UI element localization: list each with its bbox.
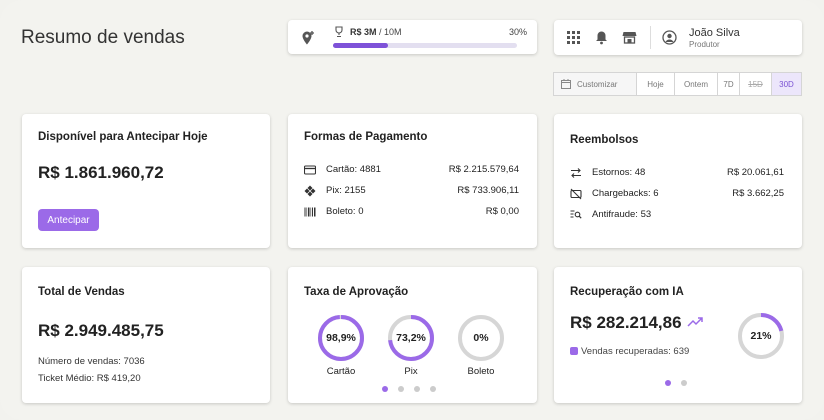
carousel-dot[interactable] <box>681 380 687 386</box>
customize-label: Customizar <box>577 79 618 89</box>
carousel-dot[interactable] <box>414 386 420 392</box>
user-bar-divider <box>650 26 651 49</box>
carousel-dot[interactable] <box>665 380 671 386</box>
payment-row-boleto: Boleto: 0 R$ 0,00 <box>304 205 519 219</box>
refunds-card: Reembolsos Estornos: 48 R$ 20.061,61 Cha… <box>554 114 802 248</box>
payment-label: Boleto: 0 <box>326 206 364 217</box>
date-filter: Customizar Hoje Ontem 7D 15D 30D <box>553 72 802 96</box>
swap-arrows-icon <box>571 168 581 178</box>
trophy-icon <box>335 26 343 38</box>
user-bar: João Silva Produtor <box>554 20 802 55</box>
credit-card-off-icon <box>570 188 582 200</box>
ring-chart <box>738 313 784 359</box>
refund-row-chargebacks: Chargebacks: 6 R$ 3.662,25 <box>570 187 784 201</box>
goal-value: R$ 3M <box>350 27 377 37</box>
payment-row-card: Cartão: 4881 R$ 2.215.579,64 <box>304 163 519 177</box>
ring-chart <box>458 315 504 361</box>
approval-ring-boleto: 0% <box>457 314 505 362</box>
total-sales-card: Total de Vendas R$ 2.949.485,75 Número d… <box>22 267 270 403</box>
anticipate-title: Disponível para Antecipar Hoje <box>38 131 208 143</box>
approval-ring-cartao: 98,9% <box>317 314 365 362</box>
carousel-dot[interactable] <box>398 386 404 392</box>
credit-card-icon <box>304 165 316 175</box>
goal-progress-fill <box>333 43 389 48</box>
carousel-dot[interactable] <box>430 386 436 392</box>
sales-title: Total de Vendas <box>38 286 125 298</box>
sales-ticket: Ticket Médio: R$ 419,20 <box>38 373 141 384</box>
payment-value: R$ 733.906,11 <box>457 185 519 196</box>
goal-total: / 10M <box>379 27 402 37</box>
goal-percent: 30% <box>508 27 527 37</box>
store-icon[interactable] <box>622 30 637 45</box>
filter-15d[interactable]: 15D <box>740 73 772 95</box>
refund-row-estornos: Estornos: 48 R$ 20.061,61 <box>570 166 784 180</box>
refund-label: Antifraude: 53 <box>592 209 652 220</box>
user-role: Produtor <box>689 40 720 49</box>
search-list-icon <box>570 210 582 219</box>
trending-up-icon <box>687 317 703 327</box>
anticipate-card: Disponível para Antecipar Hoje R$ 1.861.… <box>22 114 270 248</box>
filter-hoje[interactable]: Hoje <box>637 73 675 95</box>
payment-value: R$ 0,00 <box>485 206 519 217</box>
bell-icon[interactable] <box>594 30 609 45</box>
ring-value: 98,9% <box>326 332 356 344</box>
user-circle-icon[interactable] <box>662 30 677 45</box>
sales-goal-card: R$ 3M / 10M 30% <box>288 20 537 54</box>
carousel-dots <box>665 380 687 386</box>
goal-progress-track <box>333 43 517 48</box>
recovery-legend-text: Vendas recuperadas: 639 <box>581 346 690 357</box>
ring-chart <box>388 315 434 361</box>
carousel-dots <box>382 386 436 392</box>
goal-label: R$ 3M / 10M <box>350 27 402 37</box>
ring-arc <box>388 315 434 361</box>
page-title: Resumo de vendas <box>21 27 185 48</box>
calendar-icon <box>561 79 571 89</box>
ring-caption: Pix <box>404 366 418 377</box>
refund-label: Chargebacks: 6 <box>592 188 659 199</box>
refund-value: R$ 3.662,25 <box>732 188 784 199</box>
customize-button[interactable]: Customizar <box>554 73 637 95</box>
ring-arc <box>318 315 364 361</box>
ring-value: 73,2% <box>396 332 426 344</box>
approval-title: Taxa de Aprovação <box>304 286 409 298</box>
refunds-title: Reembolsos <box>570 134 639 146</box>
grid-icon[interactable] <box>566 30 581 45</box>
ai-recovery-card: Recuperação com IA R$ 282.214,86 Vendas … <box>554 267 802 403</box>
sales-value: R$ 2.949.485,75 <box>38 321 164 340</box>
ring-arc <box>738 313 784 359</box>
recovery-value: R$ 282.214,86 <box>570 313 682 332</box>
recovery-title: Recuperação com IA <box>570 286 684 298</box>
filter-ontem[interactable]: Ontem <box>675 73 718 95</box>
carousel-dot[interactable] <box>382 386 388 392</box>
recovery-legend: Vendas recuperadas: 639 <box>570 346 689 357</box>
payment-label: Pix: 2155 <box>326 185 366 196</box>
ring-chart <box>318 315 364 361</box>
approval-rate-card: Taxa de Aprovação 98,9% Cartão 73,2% Pix… <box>288 267 537 403</box>
pix-icon <box>304 185 316 197</box>
ring-value: 21% <box>750 330 772 342</box>
sales-count: Número de vendas: 7036 <box>38 356 145 367</box>
user-name[interactable]: João Silva <box>689 27 740 39</box>
recovery-ring: 21% <box>737 312 785 360</box>
approval-ring-pix: 73,2% <box>387 314 435 362</box>
barcode-icon <box>304 207 316 217</box>
ring-value: 0% <box>473 332 489 344</box>
filter-7d[interactable]: 7D <box>718 73 740 95</box>
location-add-icon[interactable] <box>300 30 316 46</box>
anticipate-value: R$ 1.861.960,72 <box>38 163 164 182</box>
payment-row-pix: Pix: 2155 R$ 733.906,11 <box>304 184 519 198</box>
anticipate-button[interactable]: Antecipar <box>38 209 99 231</box>
refund-label: Estornos: 48 <box>592 167 646 178</box>
payments-title: Formas de Pagamento <box>304 131 428 143</box>
payment-methods-card: Formas de Pagamento Cartão: 4881 R$ 2.21… <box>288 114 537 248</box>
ring-caption: Boleto <box>467 366 495 377</box>
filter-30d[interactable]: 30D <box>772 73 801 95</box>
payment-label: Cartão: 4881 <box>326 164 381 175</box>
refund-row-antifraude: Antifraude: 53 <box>570 208 784 222</box>
payment-value: R$ 2.215.579,64 <box>448 164 519 175</box>
ring-caption: Cartão <box>326 366 356 377</box>
refund-value: R$ 20.061,61 <box>726 167 784 178</box>
legend-swatch <box>570 347 578 355</box>
